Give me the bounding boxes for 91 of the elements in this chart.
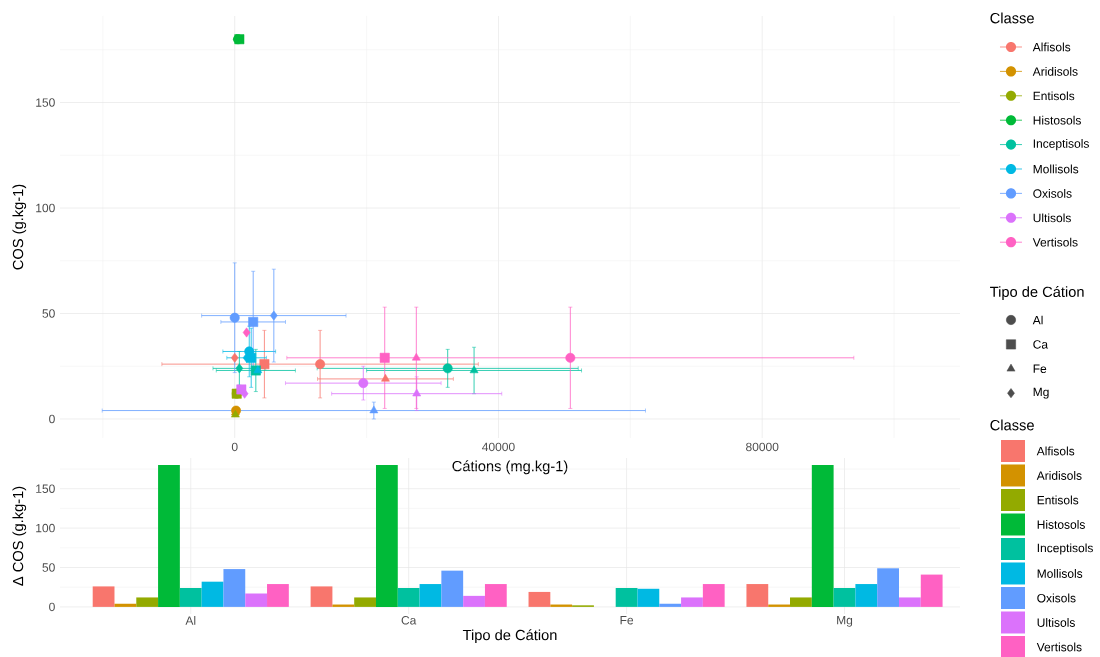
legend-label: Al (1032, 315, 1043, 325)
bar (528, 591, 551, 607)
bar (92, 586, 115, 607)
legend-label: Entisols (1037, 495, 1079, 505)
bar (920, 574, 943, 607)
legend-label: Mollisols (1037, 569, 1083, 578)
text: Tipo de Cátion (990, 286, 1084, 300)
legend-label: Ultisols (1033, 213, 1071, 223)
point (469, 365, 479, 374)
legend-label: Histosols (1033, 115, 1081, 125)
legend-label: Aridisols (1032, 66, 1078, 76)
y-axis-title: COS (g.kg-1) (12, 184, 27, 270)
x-tick-label: Mg (837, 616, 853, 627)
legend-label: Mollisols (1033, 164, 1079, 174)
legend-label: Entisols (1033, 91, 1075, 101)
bar (245, 593, 268, 607)
bar (419, 584, 442, 607)
text: Classe (990, 12, 1034, 24)
point (230, 352, 239, 363)
bar (223, 569, 246, 607)
legend-label: Ca (1033, 340, 1049, 349)
y-tick-label: 50 (42, 309, 55, 318)
bar (463, 595, 485, 607)
bar (484, 584, 507, 607)
bar (310, 586, 333, 607)
y-tick-label: 150 (36, 98, 55, 107)
point (248, 317, 259, 327)
point (259, 359, 270, 370)
point (229, 312, 240, 323)
point (369, 405, 379, 414)
point (412, 352, 421, 361)
legend-label: Aridisols (1036, 471, 1082, 480)
legend-label: Vertisols (1032, 237, 1078, 247)
point (565, 352, 576, 363)
x-tick-label: 40000 (482, 442, 515, 452)
x-axis-title: Tipo de Cátion (462, 629, 557, 644)
bar (354, 597, 376, 607)
x-tick-label: Al (185, 616, 196, 625)
x-tick-label: 0 (231, 442, 238, 452)
legend-label: Inceptisols (1033, 138, 1089, 151)
x-tick-label: 80000 (746, 442, 779, 452)
bar (681, 597, 703, 607)
legend-label: Oxisols (1037, 593, 1076, 603)
legend-label: Ultisols (1037, 618, 1075, 627)
bar (790, 597, 812, 607)
bar (898, 597, 921, 607)
bar (397, 587, 420, 607)
y-tick-label: 100 (36, 523, 55, 533)
legend-label: Alfisols (1032, 42, 1071, 52)
bar (877, 568, 899, 607)
bar (637, 588, 660, 607)
x-axis-title: Cátions (mg.kg-1) (452, 460, 568, 475)
legend-label: Histosols (1037, 520, 1085, 529)
bar (158, 465, 180, 607)
bar (441, 570, 464, 607)
bar (267, 584, 289, 607)
legend-label: Mg (1033, 387, 1049, 399)
bar (179, 587, 202, 607)
point (412, 388, 422, 397)
y-axis-title: Δ COS (g.kg-1) (12, 486, 27, 586)
y-tick-label: 50 (42, 563, 55, 572)
bar (659, 603, 682, 607)
bar (702, 584, 725, 607)
y-tick-label: 0 (49, 414, 55, 424)
bar (201, 581, 224, 607)
legend-label: Oxisols (1033, 188, 1072, 198)
point (242, 327, 251, 338)
bar (746, 584, 769, 607)
x-tick-label: Fe (620, 616, 634, 625)
legend-label: Vertisols (1036, 642, 1082, 652)
legend-label: Fe (1033, 364, 1047, 373)
point (315, 359, 326, 370)
point (381, 373, 390, 382)
legend-title: Classe (990, 419, 1034, 431)
point (379, 352, 390, 363)
bar (375, 465, 398, 607)
bar (811, 465, 834, 607)
bar (615, 587, 638, 607)
bar (855, 584, 878, 607)
bar (833, 587, 856, 607)
x-tick-label: Ca (401, 616, 417, 625)
y-tick-label: 150 (36, 484, 55, 493)
legend-label: Inceptisols (1037, 543, 1093, 555)
legend-label: Alfisols (1036, 446, 1075, 456)
point (235, 363, 244, 374)
point (442, 363, 453, 374)
y-tick-label: 0 (49, 602, 55, 612)
y-tick-label: 100 (36, 203, 55, 213)
point (358, 378, 369, 389)
bar (136, 597, 159, 607)
bar (114, 603, 137, 607)
